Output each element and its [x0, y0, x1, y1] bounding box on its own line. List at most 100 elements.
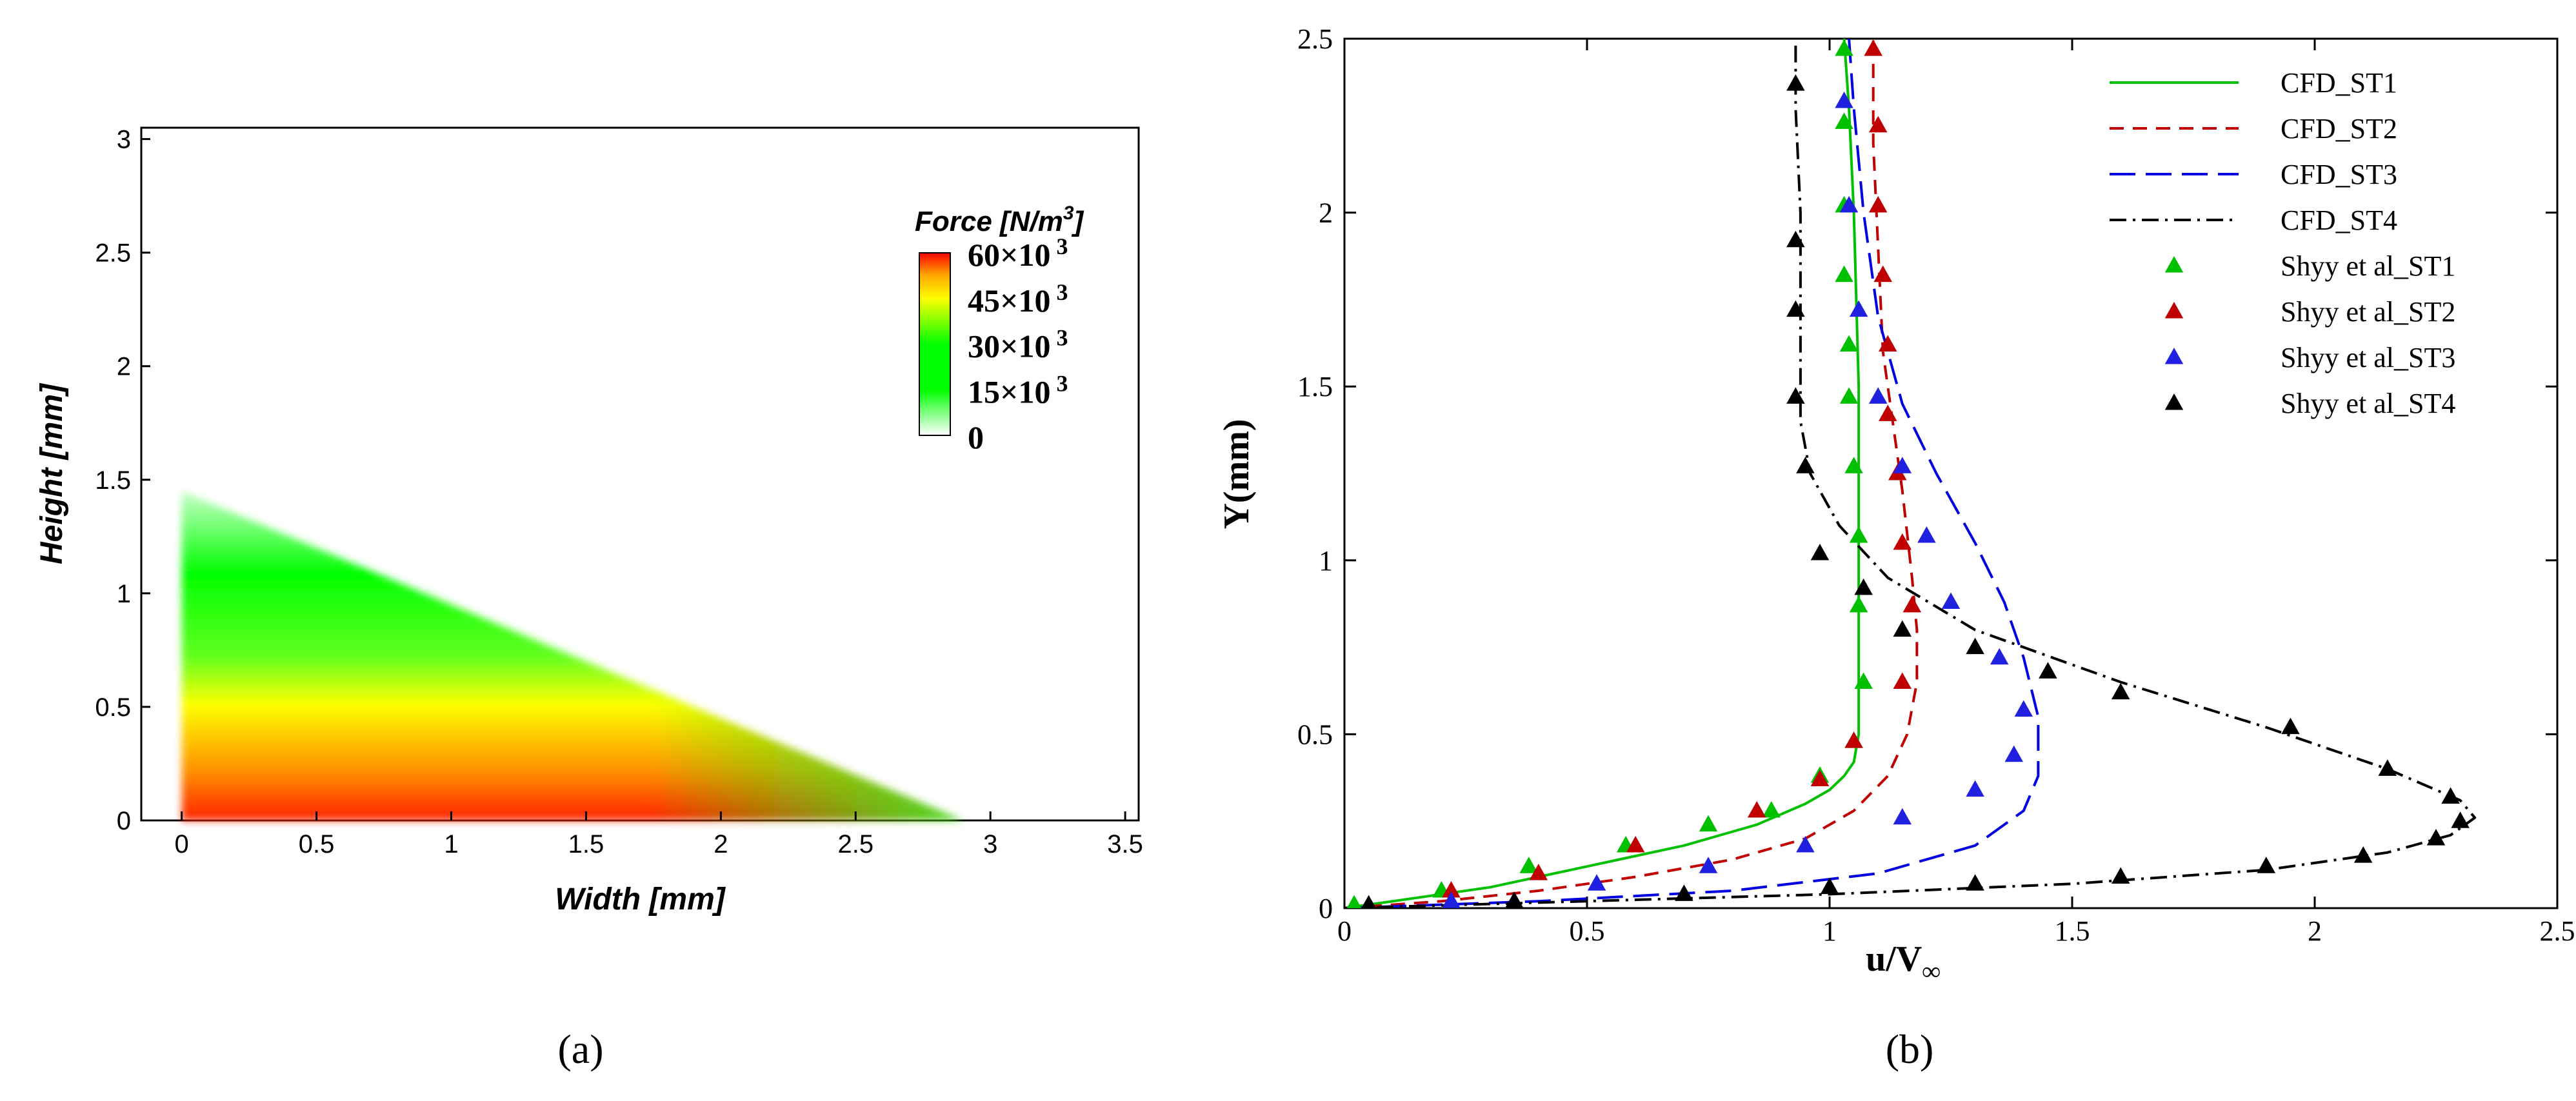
series-cfd-st4 — [1344, 39, 2477, 908]
data-point — [2451, 811, 2470, 828]
panel-b-x-axis-title: u/V∞ — [1866, 939, 1941, 986]
colorbar-label: 45×10 3 — [968, 279, 1068, 319]
data-point — [1835, 112, 1853, 129]
panel-b-velocity-profiles: 0 0.5 1 1.5 2 2.500.511.522.5 CFD_ST1CFD_ST2C… — [1217, 23, 2575, 1072]
x-tick-label: 2.5 — [837, 830, 874, 858]
data-point — [1917, 526, 1936, 543]
force-field-heatmap — [181, 491, 964, 820]
data-point — [1699, 815, 1718, 832]
force-triangle-fade — [181, 491, 964, 820]
data-point — [1868, 115, 1888, 133]
legend-label: Shyy et al_ST1 — [2281, 250, 2455, 282]
colorbar-label: 60×10 3 — [968, 233, 1068, 273]
data-point — [1796, 457, 1815, 473]
data-point — [2111, 682, 2130, 700]
series-shyy-et-al-st2 — [1442, 39, 1922, 898]
legend-entry: CFD_ST3 — [2110, 159, 2397, 190]
data-point — [1699, 857, 1718, 873]
x-tick-label: 2.5 — [2540, 915, 2575, 947]
data-point — [1966, 637, 1984, 655]
data-point — [2039, 662, 2057, 679]
legend-label: CFD_ST2 — [2281, 113, 2397, 144]
panel-a-x-axis-title: Width [mm] — [555, 882, 726, 917]
y-tick-label: 2 — [117, 353, 131, 381]
data-point — [1868, 387, 1888, 404]
data-point — [1902, 595, 1922, 613]
data-point — [2441, 787, 2460, 804]
data-point — [1442, 881, 1461, 898]
panel-a-label: (a) — [557, 1026, 603, 1072]
data-point — [1868, 195, 1888, 213]
data-point — [1941, 592, 1961, 610]
series-shyy-et-al-st3 — [1442, 92, 2033, 908]
data-point — [1810, 544, 1830, 560]
colorbar-gradient — [919, 252, 951, 436]
legend: CFD_ST1 CFD_ST2 CFD_ST3 CFD_ST4 Shyy et al_S… — [2110, 67, 2455, 419]
data-point — [2257, 857, 2276, 873]
legend-swatch-marker — [2164, 256, 2184, 273]
x-tick-label: 0.5 — [299, 830, 335, 858]
panel-a-y-axis-title: Height [mm] — [35, 382, 69, 564]
legend-label: Shyy et al_ST3 — [2281, 342, 2455, 373]
legend-label: Shyy et al_ST4 — [2281, 388, 2455, 419]
panel-b-plot-area — [1343, 37, 2559, 909]
data-point — [1990, 648, 2009, 665]
data-point — [1361, 895, 1376, 908]
data-point — [1893, 672, 1912, 689]
data-point — [1786, 300, 1805, 317]
legend-label: CFD_ST1 — [2281, 67, 2397, 99]
x-tick-label: 3 — [983, 830, 997, 858]
data-point — [1587, 874, 1606, 891]
data-point — [1854, 672, 1873, 689]
series-cfd-st1 — [1344, 39, 1861, 908]
y-tick-label: 0.5 — [1297, 719, 1333, 750]
data-point — [1893, 457, 1912, 473]
series-shyy-et-al-st4 — [1361, 74, 2470, 908]
y-tick-label: 2.5 — [95, 239, 131, 268]
x-tick-label: 1.5 — [568, 830, 604, 858]
data-point — [1844, 731, 1863, 748]
data-point — [1519, 857, 1539, 873]
colorbar-label: 15×10 3 — [968, 370, 1068, 410]
data-point — [2378, 759, 2397, 776]
data-point — [1966, 780, 1984, 797]
data-point — [1835, 265, 1853, 283]
data-point — [1675, 884, 1693, 901]
colorbar-label: 30×10 3 — [968, 325, 1068, 364]
y-tick-label: 0 — [117, 807, 131, 835]
data-point — [1839, 335, 1859, 352]
y-tick-label: 2.5 — [1297, 23, 1333, 55]
colorbar-label: 0 — [968, 419, 984, 455]
legend-entry: Shyy et al_ST1 — [2164, 250, 2455, 282]
legend-swatch-marker — [2164, 302, 2184, 319]
data-point — [1786, 74, 1805, 91]
data-point — [1786, 387, 1805, 404]
series-line — [1344, 39, 1861, 908]
data-point — [1966, 874, 1984, 891]
data-point — [1893, 620, 1912, 637]
legend-swatch-marker — [2164, 393, 2184, 410]
data-point — [1839, 195, 1859, 213]
data-point — [1878, 404, 1897, 421]
legend-label: Shyy et al_ST2 — [2281, 296, 2455, 328]
colorbar-title: Force [N/m3] — [915, 203, 1084, 237]
data-point — [2014, 700, 2033, 717]
data-point — [1820, 877, 1839, 895]
data-point — [1849, 300, 1868, 317]
x-tick-label: 1.5 — [2055, 915, 2090, 947]
panel-b-label: (b) — [1886, 1026, 1934, 1072]
x-tick-label: 1 — [444, 830, 458, 858]
series-line — [1344, 39, 2477, 908]
legend-entry: CFD_ST1 — [2110, 67, 2397, 99]
colorbar: Force [N/m3] 60×10 3 45×10 3 30×10 3 15×10 … — [915, 203, 1084, 455]
panel-b-y-axis-title: Y(mm) — [1217, 419, 1257, 529]
data-point — [1346, 895, 1362, 908]
data-point — [1893, 533, 1912, 550]
data-point — [1849, 526, 1868, 543]
legend-entry: CFD_ST4 — [2110, 204, 2397, 236]
data-point — [1854, 578, 1873, 595]
data-point — [2111, 867, 2130, 884]
y-tick-label: 0.5 — [95, 693, 131, 722]
legend-swatch-marker — [2164, 348, 2184, 364]
